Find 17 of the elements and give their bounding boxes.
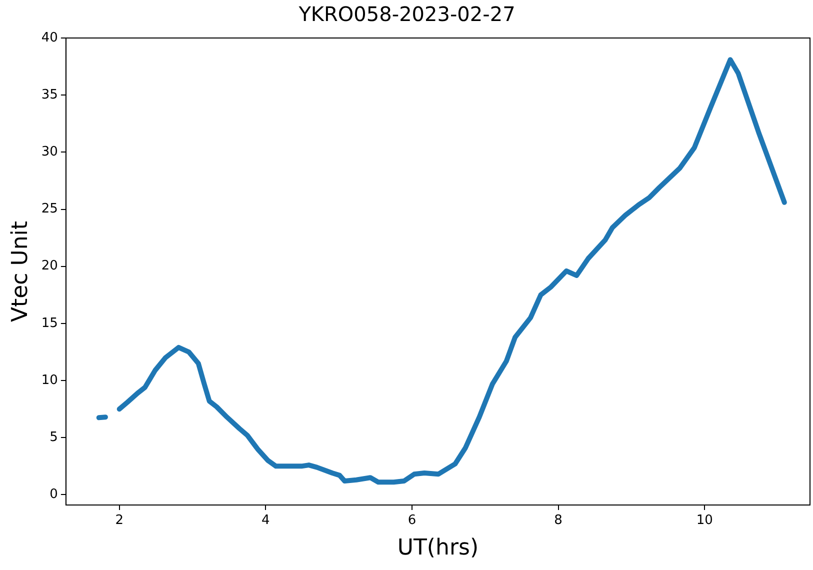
x-tick-label: 10 (696, 513, 713, 528)
y-tick-label: 15 (41, 316, 58, 331)
x-axis-title: UT(hrs) (397, 536, 479, 561)
x-tick-label: 8 (554, 513, 562, 528)
y-tick-label: 25 (41, 202, 58, 217)
y-tick-label: 20 (41, 258, 58, 274)
y-axis-title: Vtec Unit (8, 220, 33, 322)
x-tick-label: 2 (115, 513, 124, 528)
y-tick-label: 5 (50, 430, 58, 446)
x-tick-label: 4 (262, 513, 270, 528)
x-tick-label: 6 (408, 513, 416, 528)
y-tick-label: 10 (41, 372, 58, 388)
chart-title: YKRO058-2023-02-27 (298, 2, 516, 26)
y-tick-label: 35 (41, 87, 58, 102)
y-tick-label: 30 (41, 144, 58, 160)
y-tick-label: 0 (50, 487, 58, 502)
y-tick-label: 40 (41, 30, 58, 46)
